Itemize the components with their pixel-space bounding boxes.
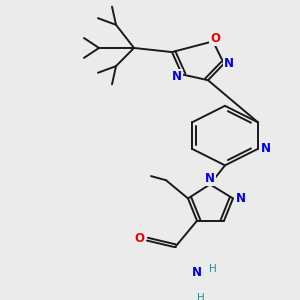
Text: N: N bbox=[261, 142, 271, 155]
Text: N: N bbox=[224, 57, 234, 70]
Text: N: N bbox=[205, 172, 215, 185]
Text: N: N bbox=[172, 70, 182, 83]
Text: N: N bbox=[192, 266, 202, 279]
Text: H: H bbox=[209, 264, 217, 274]
Text: N: N bbox=[236, 192, 246, 205]
Text: H: H bbox=[197, 293, 205, 300]
Text: O: O bbox=[210, 32, 220, 45]
Text: O: O bbox=[134, 232, 144, 244]
